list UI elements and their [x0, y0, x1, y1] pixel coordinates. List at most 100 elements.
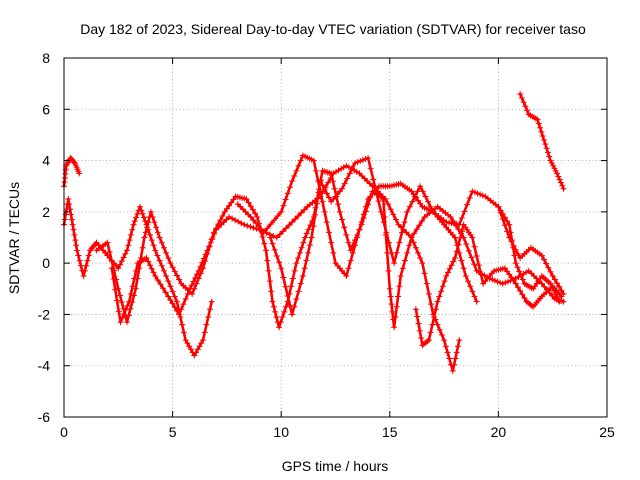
data-point-marker [250, 224, 257, 231]
data-point-marker [245, 199, 252, 206]
data-point-marker [489, 276, 496, 283]
data-point-marker [202, 251, 209, 258]
data-point-marker [455, 343, 462, 350]
data-point-marker [177, 313, 184, 320]
data-point-marker [453, 248, 460, 255]
data-point-marker [244, 222, 251, 229]
data-point-marker [357, 158, 364, 165]
data-point-marker [379, 193, 386, 200]
data-point-marker [129, 226, 136, 233]
data-point-marker [179, 321, 186, 328]
y-tick-label: -2 [38, 306, 51, 322]
data-point-marker [445, 269, 452, 276]
data-point-marker [277, 319, 284, 326]
data-point-marker [278, 208, 285, 215]
data-point-marker [471, 189, 478, 196]
data-point-marker [366, 180, 373, 187]
data-point-marker [223, 205, 230, 212]
data-point-marker [154, 277, 161, 284]
data-point-marker [377, 190, 384, 197]
data-point-marker [163, 272, 170, 279]
data-point-marker [173, 307, 180, 314]
data-point-marker [514, 250, 521, 257]
data-point-marker [286, 302, 293, 309]
data-point-marker [291, 303, 298, 310]
data-point-marker [124, 302, 131, 309]
data-point-marker [204, 247, 211, 254]
data-point-marker [558, 287, 565, 294]
data-point-marker [346, 170, 353, 177]
data-point-marker [345, 239, 352, 246]
data-point-marker [186, 343, 193, 350]
data-point-marker [543, 260, 550, 267]
data-point-marker [512, 280, 519, 287]
data-point-marker [169, 300, 176, 307]
data-point-marker [451, 234, 458, 241]
data-point-marker [448, 262, 455, 269]
data-point-marker [453, 349, 460, 356]
data-point-marker [76, 170, 83, 177]
data-point-marker [331, 185, 338, 192]
data-point-marker [421, 270, 428, 277]
series-track-6 [267, 155, 563, 318]
x-tick-label: 15 [382, 424, 398, 440]
data-point-marker [434, 298, 441, 305]
data-point-marker [422, 193, 429, 200]
data-point-marker [398, 229, 405, 236]
data-point-marker [347, 257, 354, 264]
data-point-marker [412, 244, 419, 251]
data-point-marker [217, 217, 224, 224]
data-point-marker [343, 231, 350, 238]
data-point-marker [117, 261, 124, 268]
data-point-marker [367, 165, 374, 172]
data-point-marker [296, 249, 303, 256]
data-point-marker [408, 188, 415, 195]
data-point-marker [171, 268, 178, 275]
data-point-marker [163, 249, 170, 256]
data-point-marker [451, 255, 458, 262]
data-point-marker [508, 238, 515, 245]
data-point-marker [74, 247, 81, 254]
data-point-marker [557, 179, 564, 186]
data-point-marker [512, 246, 519, 253]
data-point-marker [552, 167, 559, 174]
data-point-marker [555, 173, 562, 180]
data-point-marker [538, 280, 545, 287]
data-point-marker [517, 272, 524, 279]
data-point-marker [469, 288, 476, 295]
data-point-marker [356, 226, 363, 233]
data-point-marker [354, 159, 361, 166]
data-point-marker [395, 221, 402, 228]
data-point-marker [541, 283, 548, 290]
data-point-marker [560, 185, 567, 192]
data-point-marker [438, 288, 445, 295]
data-point-marker [389, 308, 396, 315]
data-point-marker [308, 234, 315, 241]
data-point-marker [288, 283, 295, 290]
data-point-marker [303, 230, 310, 237]
data-point-marker [504, 228, 511, 235]
data-point-marker [380, 219, 387, 226]
data-point-marker [156, 257, 163, 264]
data-point-marker [255, 223, 262, 230]
data-point-marker [84, 257, 91, 264]
data-point-marker [238, 220, 245, 227]
data-point-marker [471, 261, 478, 268]
y-tick-label: -6 [38, 409, 51, 425]
x-axis-label: GPS time / hours [282, 458, 389, 474]
data-point-marker [75, 252, 82, 259]
data-point-marker [264, 257, 271, 264]
data-point-marker [462, 272, 469, 279]
series-track-3 [93, 167, 463, 374]
data-point-marker [298, 209, 305, 216]
data-point-marker [427, 203, 434, 210]
data-point-marker [522, 103, 529, 110]
data-point-marker [408, 234, 415, 241]
data-point-marker [143, 255, 150, 262]
data-point-marker [415, 320, 422, 327]
y-tick-label: 4 [42, 153, 50, 169]
data-point-marker [209, 235, 216, 242]
data-point-marker [441, 337, 448, 344]
